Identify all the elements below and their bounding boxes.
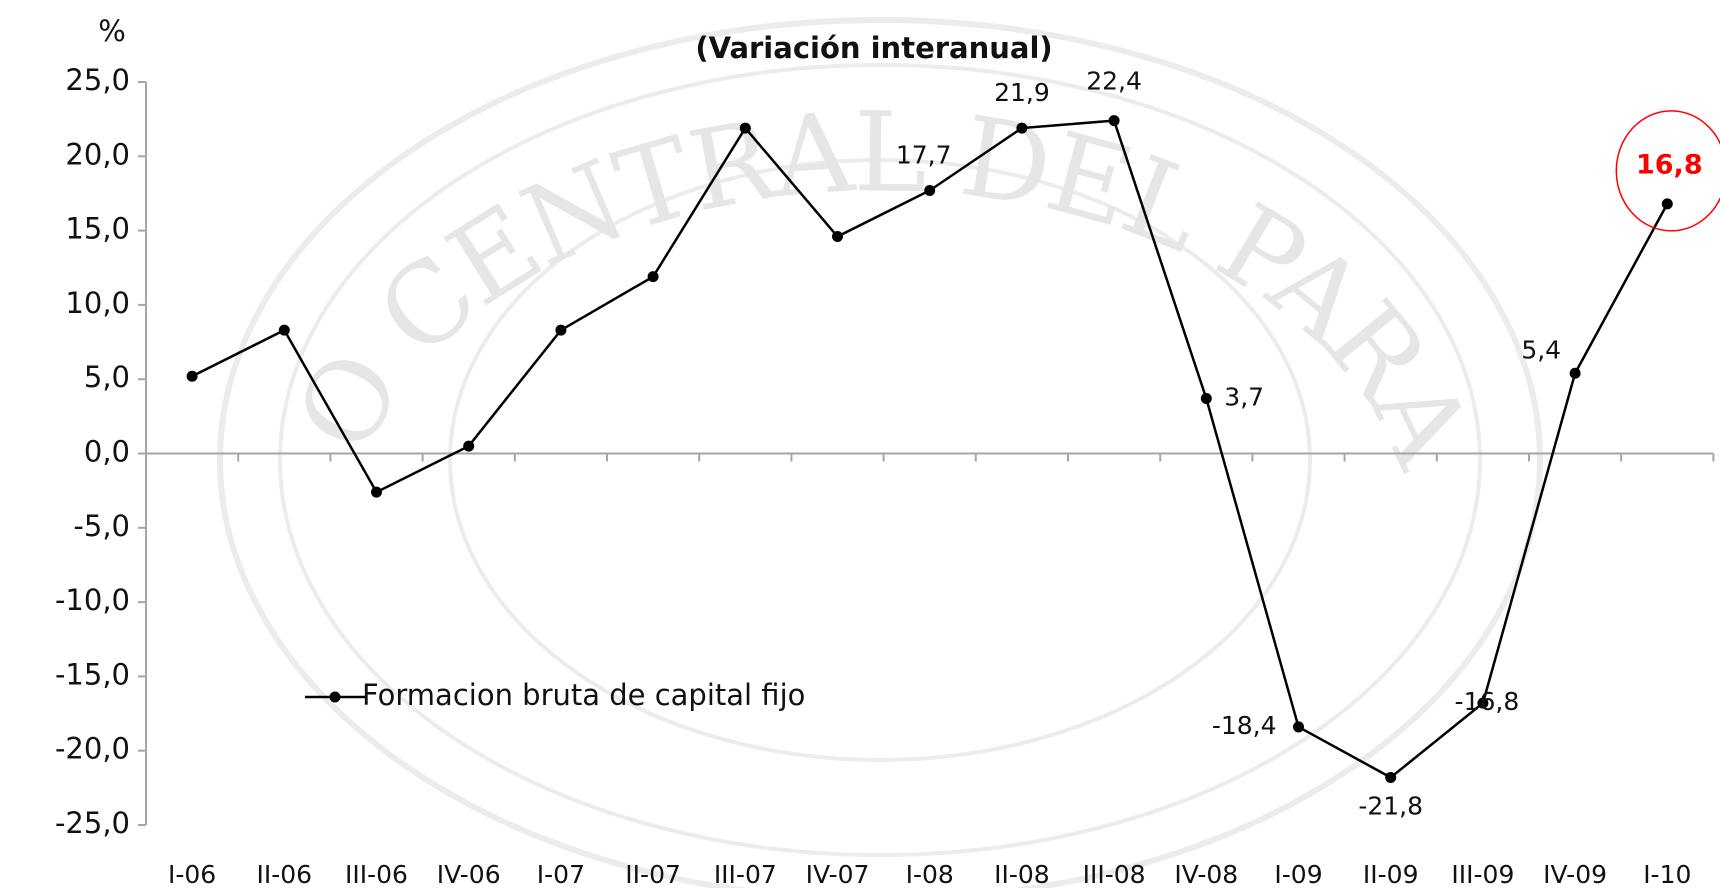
data-point — [739, 122, 751, 134]
data-point — [647, 271, 659, 283]
data-point — [924, 184, 936, 196]
y-tick-label: 5,0 — [84, 360, 130, 394]
x-tick-label: I-09 — [1274, 860, 1322, 888]
x-tick-label: II-08 — [994, 860, 1050, 888]
data-point — [1569, 367, 1581, 379]
x-tick-label: IV-06 — [437, 860, 501, 888]
x-tick-label: IV-08 — [1174, 860, 1238, 888]
data-point — [1016, 122, 1028, 134]
data-point — [1477, 697, 1489, 709]
data-point — [832, 231, 843, 243]
x-tick-label: I-07 — [537, 860, 585, 888]
data-label: 22,4 — [1086, 67, 1142, 96]
y-tick-label: 10,0 — [65, 286, 130, 320]
y-tick-label: -10,0 — [55, 583, 130, 617]
x-tick-label: III-07 — [714, 860, 777, 888]
highlight-circle — [1615, 110, 1720, 232]
watermark: BANCO CENTRAL DEL PARAGUAY — [0, 0, 1543, 892]
data-point — [1661, 198, 1673, 210]
x-tick-label: IV-09 — [1543, 860, 1607, 888]
data-label: 17,7 — [896, 140, 952, 169]
x-tick-label: I-06 — [168, 860, 216, 888]
data-label: 5,4 — [1521, 335, 1561, 364]
data-point — [463, 440, 475, 452]
data-label: -18,4 — [1212, 711, 1277, 740]
data-point — [1385, 771, 1397, 783]
data-point — [371, 486, 382, 498]
x-tick-label: III-09 — [1451, 860, 1514, 888]
y-tick-label: -15,0 — [55, 657, 130, 691]
data-label: -16,8 — [1455, 687, 1520, 716]
y-tick-label: 25,0 — [65, 63, 130, 97]
chart-title: (Variación interanual) — [695, 31, 1052, 65]
y-tick-label: -20,0 — [55, 732, 130, 766]
data-label: 3,7 — [1224, 383, 1264, 412]
x-tick-label: III-08 — [1083, 860, 1146, 888]
x-tick-label: I-08 — [906, 860, 954, 888]
x-tick-label: II-09 — [1363, 860, 1419, 888]
watermark-ring — [217, 17, 1543, 892]
data-point — [186, 370, 198, 382]
watermark-ring — [448, 158, 1312, 762]
x-tick-label: II-07 — [625, 860, 681, 888]
y-tick-label: 0,0 — [84, 435, 130, 469]
data-point — [555, 324, 567, 336]
legend-label: Formacion bruta de capital fijo — [362, 678, 805, 712]
watermark-ring — [278, 63, 1482, 857]
data-label: 16,8 — [1636, 149, 1703, 180]
legend-marker — [329, 691, 341, 703]
y-tick-label: -25,0 — [55, 806, 130, 840]
x-tick-label: III-06 — [345, 860, 408, 888]
x-tick-label: I-10 — [1643, 860, 1691, 888]
data-point — [278, 324, 290, 336]
data-label: 21,9 — [994, 78, 1050, 107]
y-tick-label: -5,0 — [73, 509, 130, 543]
data-point — [1200, 393, 1212, 405]
y-tick-label: 20,0 — [65, 137, 130, 171]
data-point — [1108, 115, 1120, 127]
y-axis-label: % — [98, 14, 126, 48]
x-tick-label: IV-07 — [806, 860, 870, 888]
data-point — [1293, 721, 1304, 733]
y-tick-label: 15,0 — [65, 212, 130, 246]
x-tick-label: II-06 — [257, 860, 313, 888]
data-label: -21,8 — [1358, 791, 1423, 820]
